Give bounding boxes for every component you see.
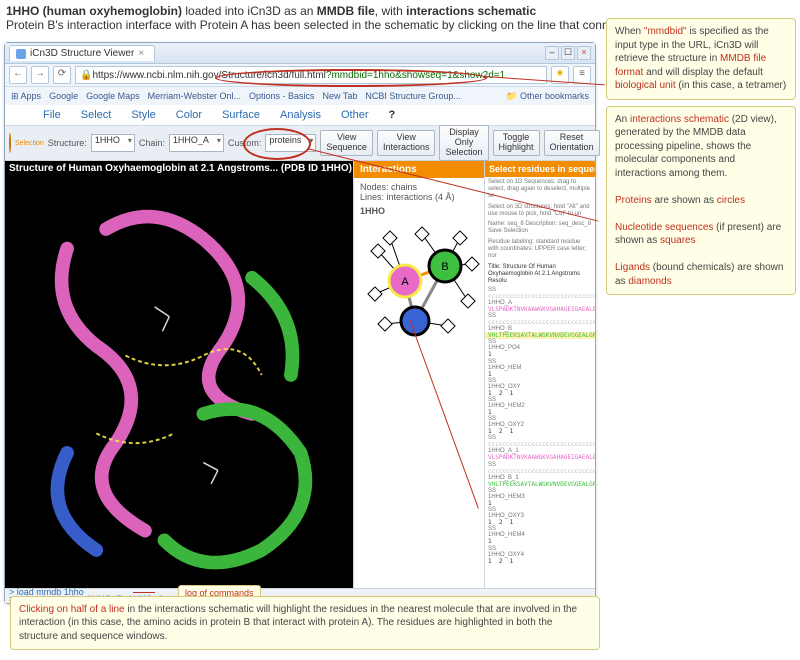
menu-icon[interactable]: ≡ <box>573 66 591 84</box>
annotation-box-bottom: Clicking on half of a line in the intera… <box>10 596 600 651</box>
reload-button[interactable]: ⟳ <box>53 66 71 84</box>
menu-help[interactable]: ? <box>380 107 403 123</box>
annotation-box-1: When "mmdbid" is specified as the input … <box>606 18 796 100</box>
bookmarks-bar: ⊞ Apps Google Google Maps Merriam-Webste… <box>5 87 595 106</box>
molecule-render <box>5 161 353 589</box>
bm-item[interactable]: NCBI Structure Group... <box>365 91 461 101</box>
tab-bar: iCn3D Structure Viewer × – ☐ × <box>5 43 595 64</box>
menu-analysis[interactable]: Analysis <box>272 107 329 123</box>
browser-window: iCn3D Structure Viewer × – ☐ × ← → ⟳ 🔒 h… <box>4 42 596 604</box>
svg-text:A: A <box>401 276 409 288</box>
app-menubar: File Select Style Color Surface Analysis… <box>5 105 595 126</box>
bm-item[interactable]: Google <box>49 91 78 101</box>
menu-color[interactable]: Color <box>168 107 210 123</box>
interaction-schematic[interactable]: AB <box>360 216 478 346</box>
browser-tab[interactable]: iCn3D Structure Viewer × <box>9 45 155 61</box>
viewer-title: Structure of Human Oxyhaemoglobin at 2.1… <box>9 163 352 174</box>
connector-line <box>133 592 155 593</box>
close-icon[interactable]: × <box>138 48 144 59</box>
menu-surface[interactable]: Surface <box>214 107 268 123</box>
sequence-panel: Select residues in sequences Select on 1… <box>484 161 595 589</box>
hdr-bold1: 1HHO (human oxyhemoglobin) <box>6 4 182 18</box>
bm-item[interactable]: Merriam-Webster Onl... <box>148 91 241 101</box>
tab-title: iCn3D Structure Viewer <box>30 48 134 59</box>
bm-item[interactable]: Google Maps <box>86 91 140 101</box>
menu-style[interactable]: Style <box>123 107 163 123</box>
reset-orientation-button[interactable]: ResetOrientation <box>544 130 600 156</box>
display-only-button[interactable]: Display OnlySelection <box>439 125 488 161</box>
back-button[interactable]: ← <box>9 66 27 84</box>
menu-other[interactable]: Other <box>333 107 377 123</box>
annotation-box-2: An interactions schematic (2D view), gen… <box>606 106 796 296</box>
other-bookmarks[interactable]: 📁 Other bookmarks <box>506 91 589 102</box>
bm-item[interactable]: New Tab <box>323 91 358 101</box>
selection-icon[interactable] <box>9 133 11 153</box>
svg-text:B: B <box>441 261 448 273</box>
structure-dropdown[interactable]: 1HHO <box>91 134 135 152</box>
minimize-icon[interactable]: – <box>545 46 559 60</box>
view-interactions-button[interactable]: ViewInteractions <box>377 130 436 156</box>
apps-icon[interactable]: ⊞ Apps <box>11 91 41 102</box>
url-highlight-oval <box>215 69 487 87</box>
close-window-icon[interactable]: × <box>577 46 591 60</box>
structure-viewer[interactable]: Structure of Human Oxyhaemoglobin at 2.1… <box>5 161 353 589</box>
bm-item[interactable]: Options - Basics <box>249 91 315 101</box>
sequence-header: Select residues in sequences <box>485 161 595 177</box>
maximize-icon[interactable]: ☐ <box>561 46 575 60</box>
menu-file[interactable]: File <box>35 107 69 123</box>
tab-favicon <box>16 49 26 59</box>
interactions-panel: Interactions Nodes: chains Lines: intera… <box>353 161 484 589</box>
forward-button[interactable]: → <box>31 66 49 84</box>
chain-dropdown[interactable]: 1HHO_A <box>169 134 224 152</box>
view-sequence-button[interactable]: ViewSequence <box>320 130 373 156</box>
toggle-highlight-button[interactable]: ToggleHighlight <box>493 130 540 156</box>
view-interactions-oval <box>243 128 311 160</box>
menu-select[interactable]: Select <box>73 107 120 123</box>
